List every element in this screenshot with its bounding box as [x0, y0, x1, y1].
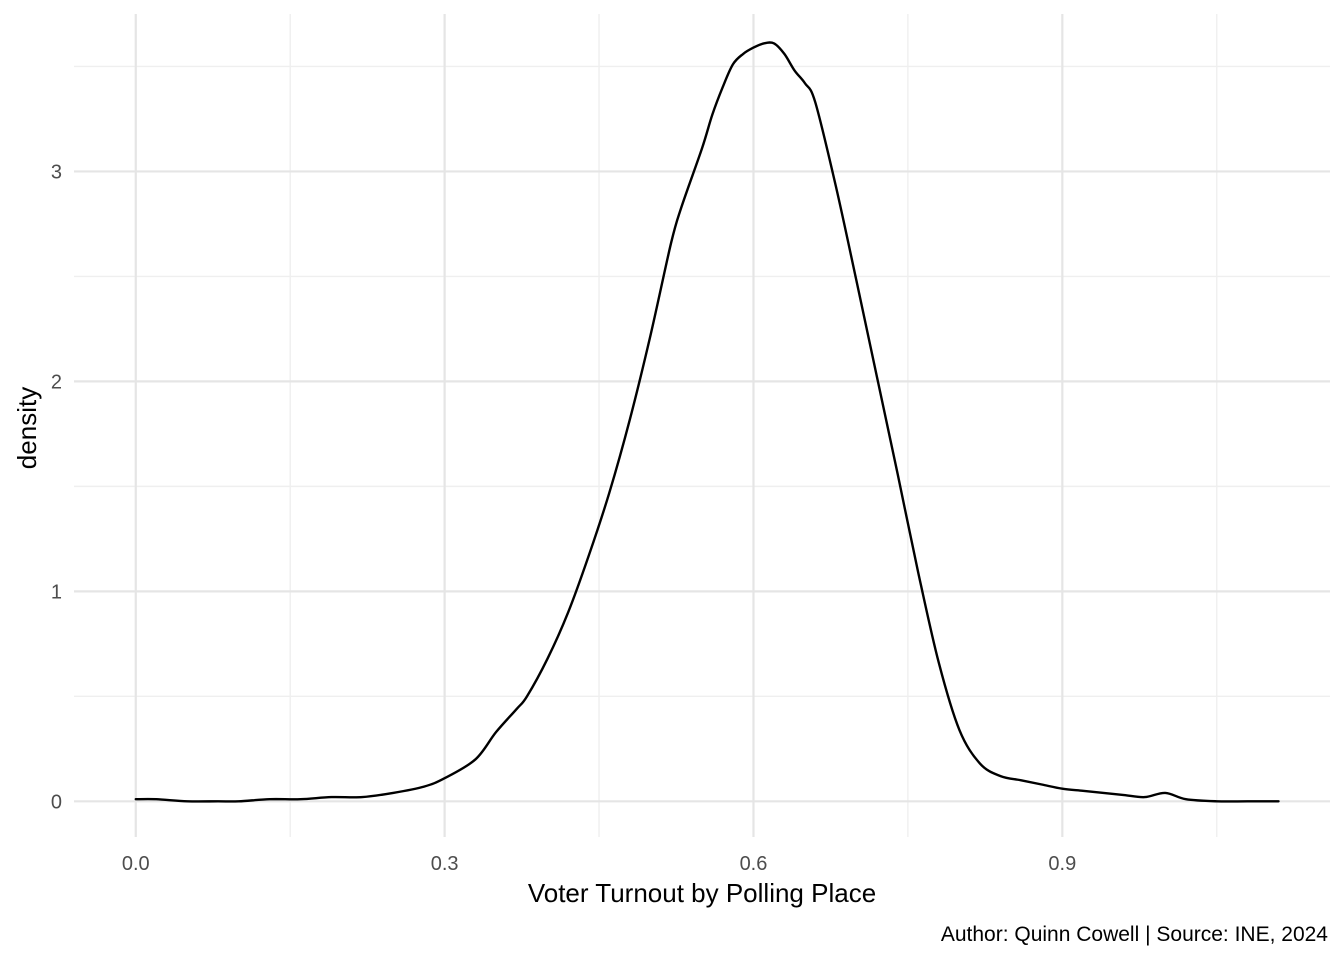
x-axis-title: Voter Turnout by Polling Place [528, 878, 876, 908]
y-tick-label-0: 0 [51, 791, 62, 813]
x-tick-label-3: 0.9 [1048, 853, 1076, 875]
major-gridlines [74, 14, 1330, 837]
y-tick-label-3: 3 [51, 161, 62, 183]
y-tick-label-2: 2 [51, 371, 62, 393]
x-tick-label-2: 0.6 [740, 853, 768, 875]
density-line-0 [134, 41, 1280, 803]
minor-gridlines [74, 14, 1330, 837]
caption: Author: Quinn Cowell | Source: INE, 2024 [941, 923, 1328, 946]
y-axis-ticks: 0 1 2 3 [51, 161, 62, 813]
x-axis-ticks: 0.0 0.3 0.6 0.9 [122, 853, 1076, 875]
y-tick-label-1: 1 [51, 581, 62, 603]
x-tick-label-1: 0.3 [431, 853, 459, 875]
y-axis-title: density [12, 387, 42, 469]
x-tick-label-0: 0.0 [122, 853, 150, 875]
density-series [134, 41, 1280, 803]
